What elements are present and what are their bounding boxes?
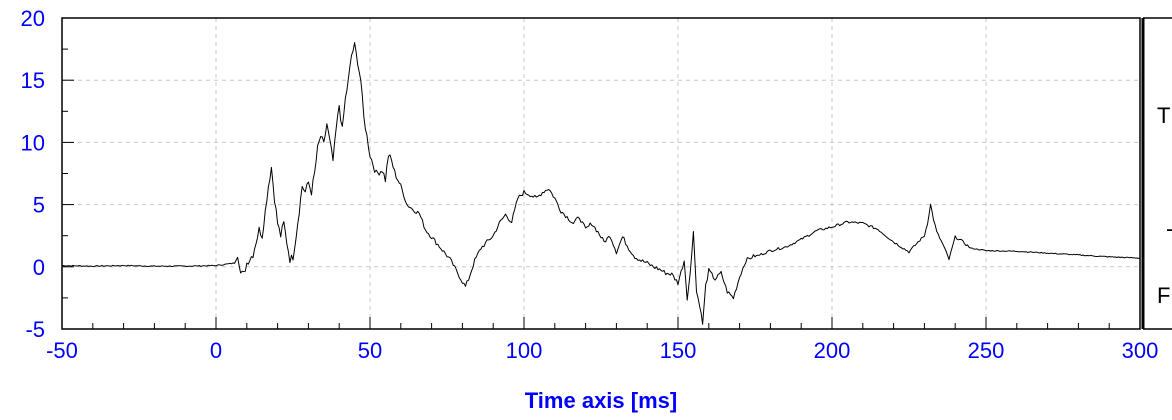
legend-text-fragment: - xyxy=(1166,216,1172,241)
y-tick-label: -5 xyxy=(25,317,45,342)
y-tick-label: 5 xyxy=(33,193,45,218)
x-tick-label: -50 xyxy=(46,338,78,363)
legend-text-fragment: F xyxy=(1157,283,1170,308)
x-tick-label: 150 xyxy=(660,338,697,363)
y-tick-label: 10 xyxy=(21,130,45,155)
x-tick-label: 100 xyxy=(506,338,543,363)
axis-ticks xyxy=(61,17,1141,330)
x-tick-label: 200 xyxy=(814,338,851,363)
legend-text-fragment: T xyxy=(1157,103,1170,128)
series-line xyxy=(61,42,1141,325)
series-layer xyxy=(61,42,1141,325)
plot-frame xyxy=(61,17,1141,330)
legend-box: T - F xyxy=(1141,17,1172,330)
x-tick-label: 250 xyxy=(968,338,1005,363)
y-tick-label: 15 xyxy=(21,68,45,93)
x-tick-label: 50 xyxy=(358,338,382,363)
y-tick-label: 20 xyxy=(21,6,45,31)
x-tick-label: 0 xyxy=(210,338,222,363)
x-axis-title: Time axis [ms] xyxy=(525,388,677,413)
x-tick-label: 300 xyxy=(1122,338,1159,363)
grid-lines xyxy=(62,18,1140,329)
y-tick-label: 0 xyxy=(33,255,45,280)
